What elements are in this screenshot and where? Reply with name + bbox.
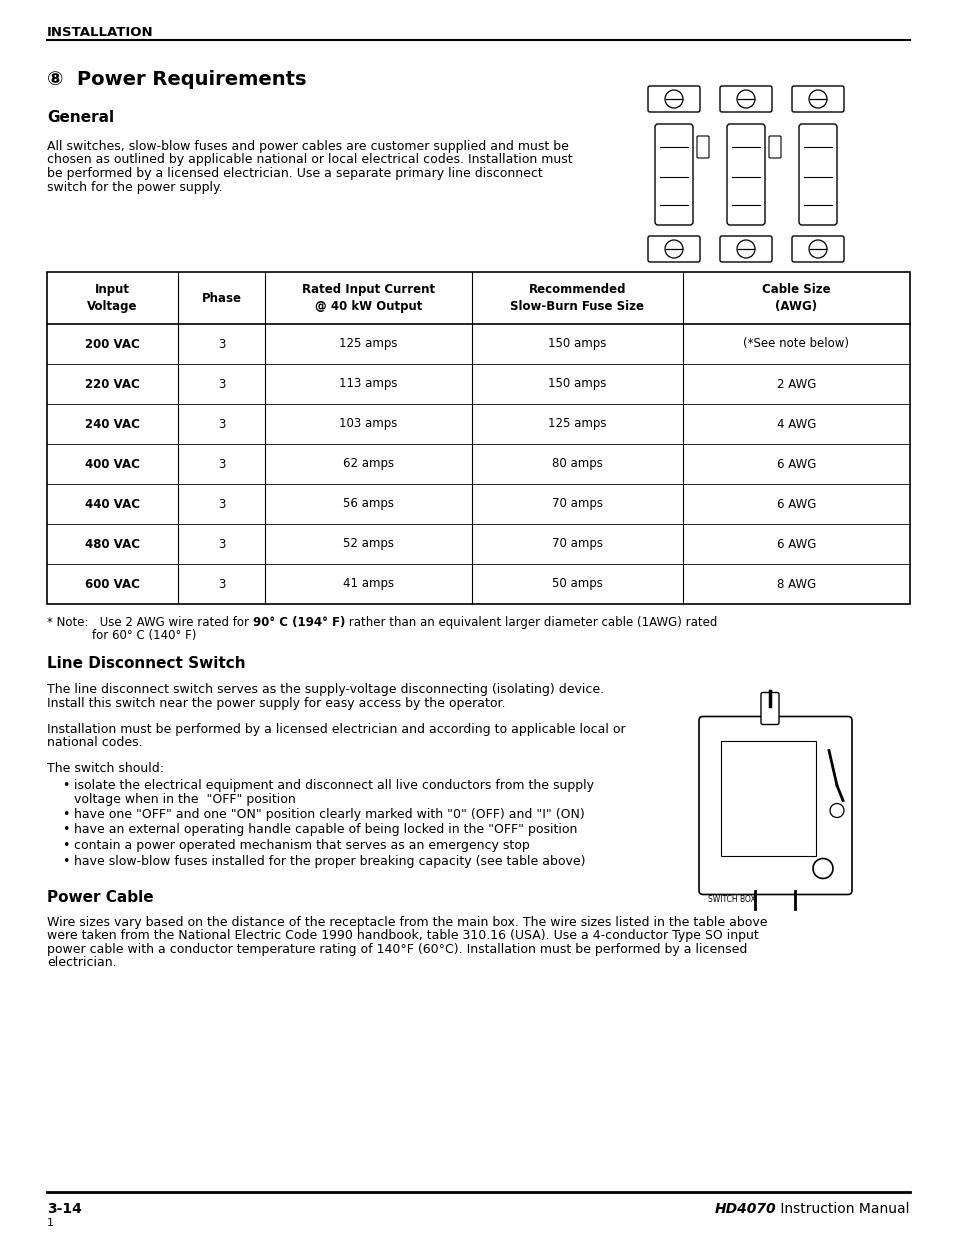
Text: Rated Input Current
@ 40 kW Output: Rated Input Current @ 40 kW Output [301, 283, 435, 312]
Text: 400 VAC: 400 VAC [85, 457, 140, 471]
Text: national codes.: national codes. [47, 736, 143, 748]
Text: 220 VAC: 220 VAC [85, 378, 140, 390]
Text: Phase: Phase [201, 291, 241, 305]
Text: •: • [62, 808, 70, 821]
Text: for 60° C (140° F): for 60° C (140° F) [47, 630, 196, 642]
Text: 6 AWG: 6 AWG [776, 498, 816, 510]
Text: 6 AWG: 6 AWG [776, 537, 816, 551]
Text: 150 amps: 150 amps [548, 337, 606, 351]
Text: 90° C (194° F): 90° C (194° F) [253, 616, 345, 629]
Text: General: General [47, 110, 114, 125]
Text: Installation must be performed by a licensed electrician and according to applic: Installation must be performed by a lice… [47, 722, 625, 736]
Text: 200 VAC: 200 VAC [85, 337, 140, 351]
Text: 52 amps: 52 amps [343, 537, 394, 551]
FancyBboxPatch shape [699, 716, 851, 894]
Text: have one "OFF" and one "ON" position clearly marked with "0" (OFF) and "I" (ON): have one "OFF" and one "ON" position cle… [74, 808, 584, 821]
FancyBboxPatch shape [647, 236, 700, 262]
FancyBboxPatch shape [647, 86, 700, 112]
Text: voltage when in the  "OFF" position: voltage when in the "OFF" position [74, 793, 295, 805]
Text: 2 AWG: 2 AWG [776, 378, 816, 390]
Text: be performed by a licensed electrician. Use a separate primary line disconnect: be performed by a licensed electrician. … [47, 167, 542, 180]
Text: 3: 3 [217, 337, 225, 351]
Text: 3: 3 [217, 578, 225, 590]
Text: isolate the electrical equipment and disconnect all live conductors from the sup: isolate the electrical equipment and dis… [74, 779, 594, 792]
Text: rather than an equivalent larger diameter cable (1AWG) rated: rather than an equivalent larger diamete… [345, 616, 717, 629]
Text: power cable with a conductor temperature rating of 140°F (60°C). Installation mu: power cable with a conductor temperature… [47, 944, 746, 956]
Text: 480 VAC: 480 VAC [85, 537, 140, 551]
Text: 3: 3 [217, 378, 225, 390]
Text: 3: 3 [217, 498, 225, 510]
Text: 4 AWG: 4 AWG [776, 417, 816, 431]
Text: 240 VAC: 240 VAC [85, 417, 140, 431]
Bar [720, 741, 815, 856]
Text: 150 amps: 150 amps [548, 378, 606, 390]
Text: 41 amps: 41 amps [342, 578, 394, 590]
FancyBboxPatch shape [760, 693, 779, 725]
Text: 3: 3 [217, 417, 225, 431]
Text: * Note:   Use 2 AWG wire rated for: * Note: Use 2 AWG wire rated for [47, 616, 253, 629]
Text: Wire sizes vary based on the distance of the receptacle from the main box. The w: Wire sizes vary based on the distance of… [47, 916, 767, 929]
FancyBboxPatch shape [720, 86, 771, 112]
FancyBboxPatch shape [697, 136, 708, 158]
Text: 70 amps: 70 amps [552, 498, 602, 510]
FancyBboxPatch shape [655, 124, 692, 225]
Text: 70 amps: 70 amps [552, 537, 602, 551]
FancyBboxPatch shape [799, 124, 836, 225]
Text: chosen as outlined by applicable national or local electrical codes. Installatio: chosen as outlined by applicable nationa… [47, 153, 572, 167]
Text: HD4070: HD4070 [714, 1202, 776, 1216]
Text: 3: 3 [217, 537, 225, 551]
Text: All switches, slow-blow fuses and power cables are customer supplied and must be: All switches, slow-blow fuses and power … [47, 140, 568, 153]
Text: 125 amps: 125 amps [339, 337, 397, 351]
Text: 1: 1 [47, 1218, 54, 1228]
Text: INSTALLATION: INSTALLATION [47, 26, 153, 40]
Text: (*See note below): (*See note below) [742, 337, 848, 351]
Text: contain a power operated mechanism that serves as an emergency stop: contain a power operated mechanism that … [74, 839, 529, 852]
Text: electrician.: electrician. [47, 956, 116, 969]
Text: Instruction Manual: Instruction Manual [776, 1202, 909, 1216]
Text: were taken from the National Electric Code 1990 handbook, table 310.16 (USA). Us: were taken from the National Electric Co… [47, 930, 758, 942]
Text: •: • [62, 839, 70, 852]
Text: 600 VAC: 600 VAC [85, 578, 140, 590]
FancyBboxPatch shape [720, 236, 771, 262]
Text: Install this switch near the power supply for easy access by the operator.: Install this switch near the power suppl… [47, 697, 505, 710]
FancyBboxPatch shape [768, 136, 781, 158]
Text: switch for the power supply.: switch for the power supply. [47, 180, 222, 194]
Text: have an external operating handle capable of being locked in the "OFF" position: have an external operating handle capabl… [74, 824, 577, 836]
Text: •: • [62, 779, 70, 792]
Text: 103 amps: 103 amps [339, 417, 397, 431]
Text: Line Disconnect Switch: Line Disconnect Switch [47, 656, 245, 671]
FancyBboxPatch shape [791, 236, 843, 262]
Text: SWITCH BOX: SWITCH BOX [707, 895, 755, 904]
Text: 125 amps: 125 amps [548, 417, 606, 431]
Text: Power Cable: Power Cable [47, 890, 153, 905]
FancyBboxPatch shape [791, 86, 843, 112]
Text: 56 amps: 56 amps [343, 498, 394, 510]
Text: •: • [62, 855, 70, 867]
Text: 440 VAC: 440 VAC [85, 498, 140, 510]
FancyBboxPatch shape [726, 124, 764, 225]
Text: have slow-blow fuses installed for the proper breaking capacity (see table above: have slow-blow fuses installed for the p… [74, 855, 585, 867]
Text: 113 amps: 113 amps [339, 378, 397, 390]
Text: 6 AWG: 6 AWG [776, 457, 816, 471]
Text: 50 amps: 50 amps [552, 578, 602, 590]
Text: •: • [62, 824, 70, 836]
Text: 3: 3 [217, 457, 225, 471]
Text: 80 amps: 80 amps [552, 457, 602, 471]
Text: Recommended
Slow-Burn Fuse Size: Recommended Slow-Burn Fuse Size [510, 283, 644, 312]
Bar [47, 272, 909, 604]
Text: 62 amps: 62 amps [342, 457, 394, 471]
Text: Input
Voltage: Input Voltage [87, 283, 137, 312]
Text: Cable Size
(AWG): Cable Size (AWG) [761, 283, 830, 312]
Text: 3-14: 3-14 [47, 1202, 82, 1216]
Text: The switch should:: The switch should: [47, 762, 164, 774]
Text: ⑧  Power Requirements: ⑧ Power Requirements [47, 70, 306, 89]
Text: The line disconnect switch serves as the supply-voltage disconnecting (isolating: The line disconnect switch serves as the… [47, 683, 603, 697]
Text: 8 AWG: 8 AWG [776, 578, 815, 590]
